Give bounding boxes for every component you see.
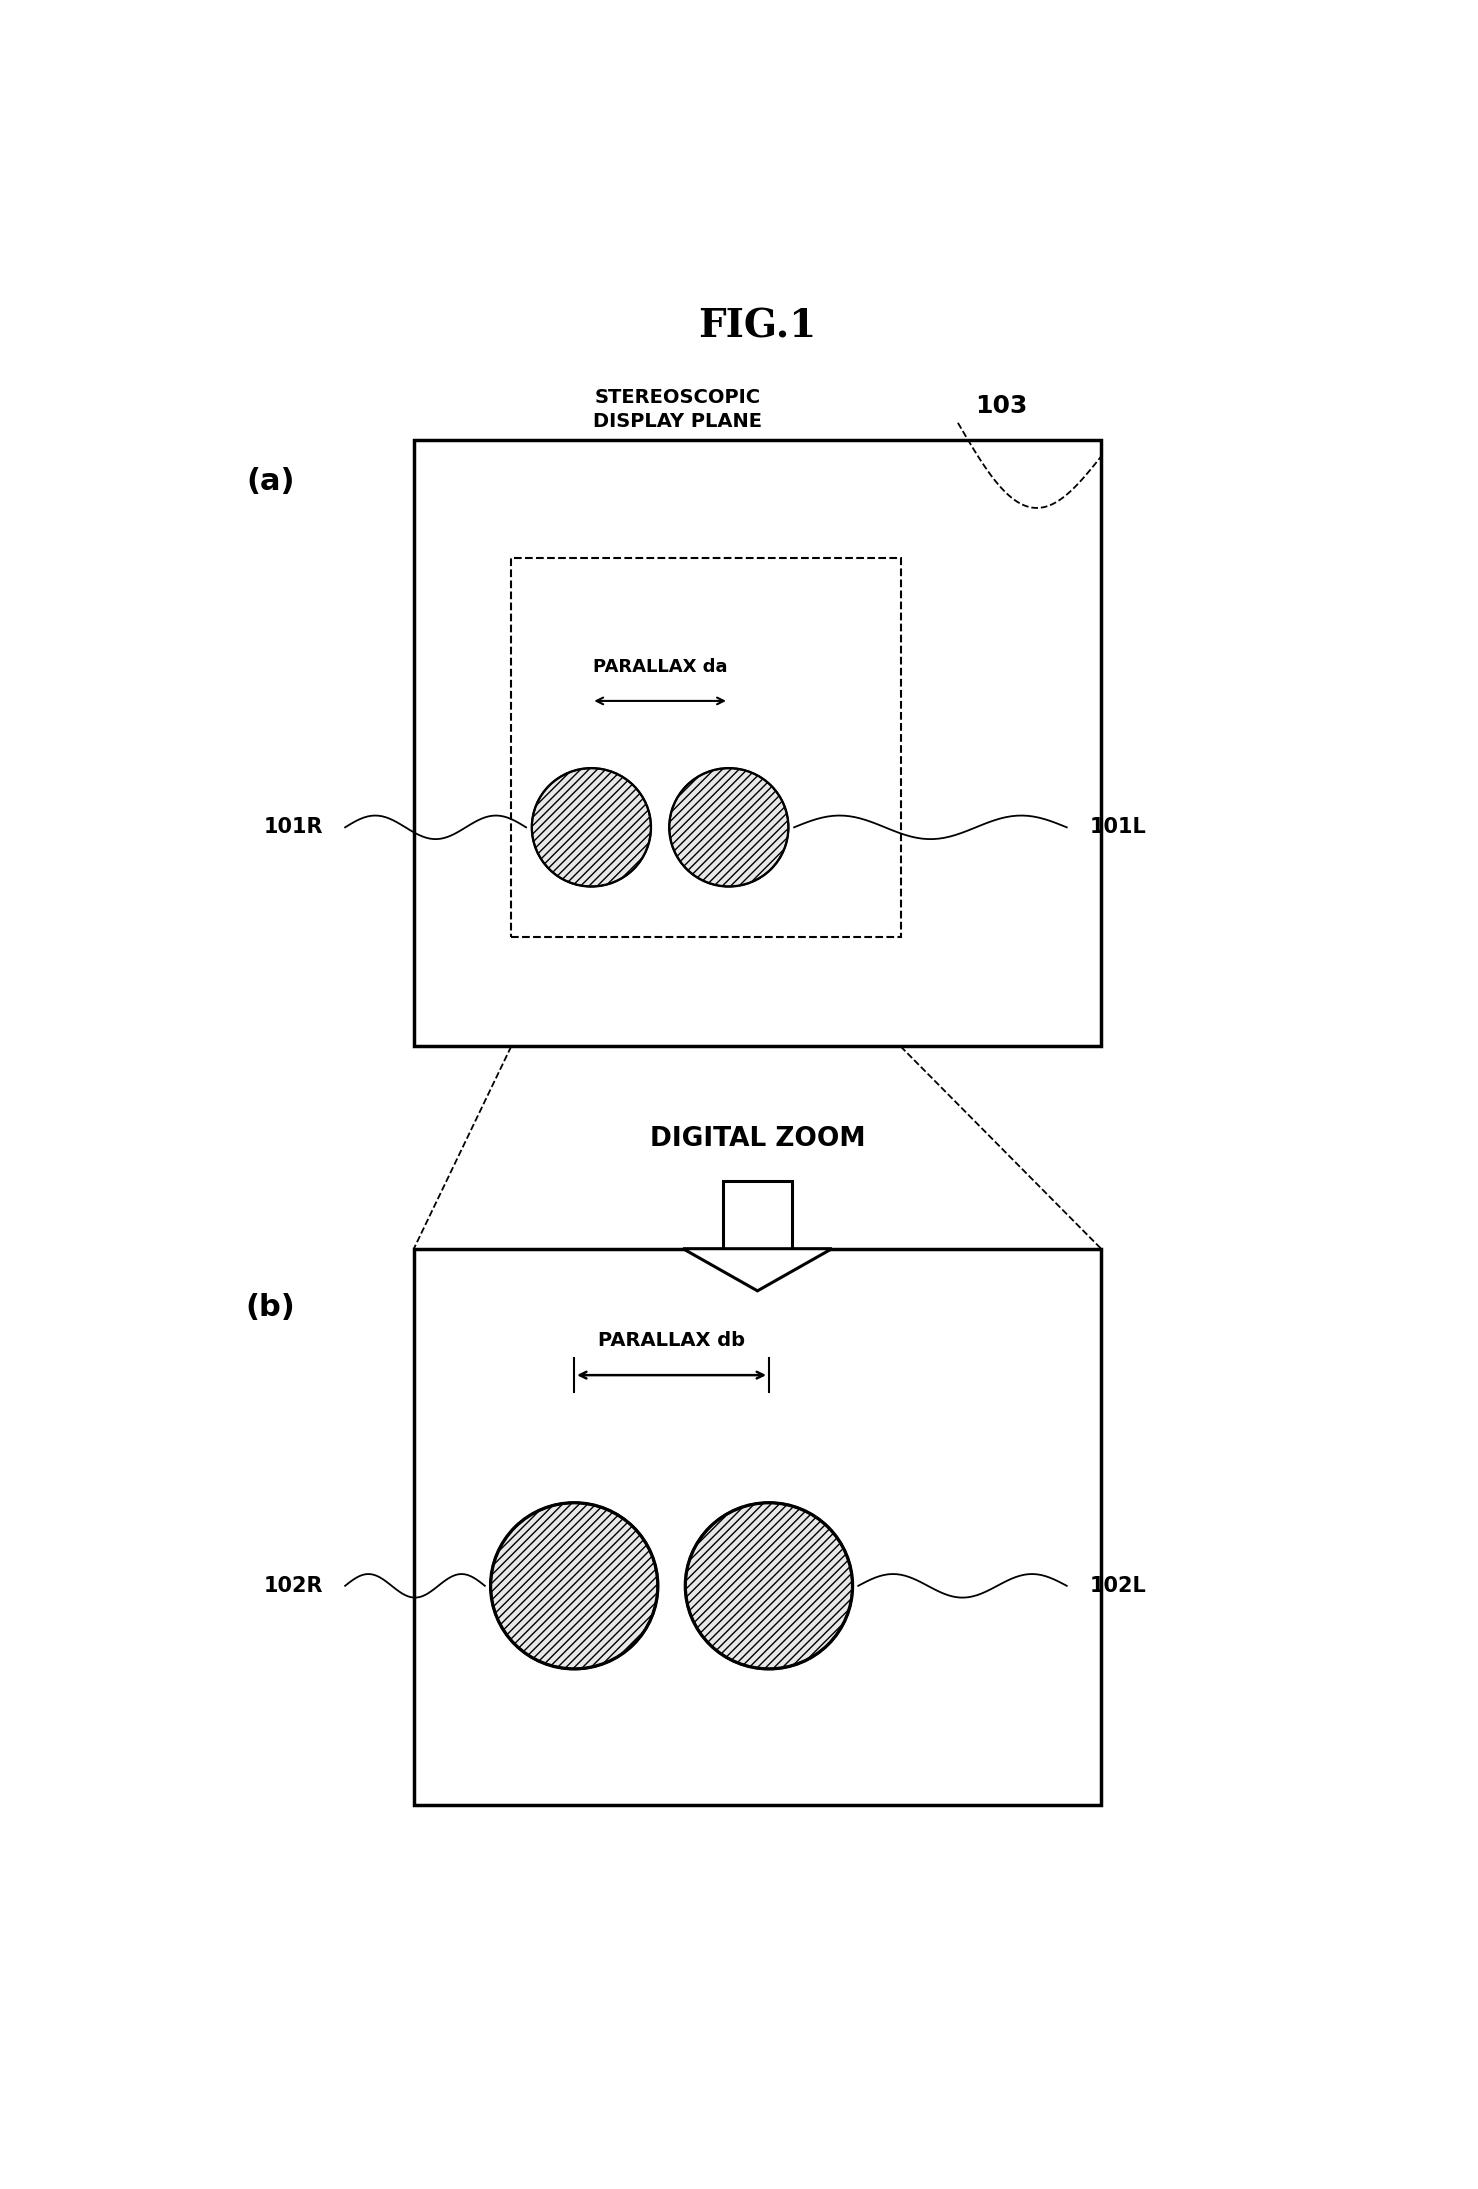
Text: 101R: 101R xyxy=(263,816,324,838)
Text: PARALLAX db: PARALLAX db xyxy=(599,1331,745,1351)
Bar xyxy=(723,1182,792,1248)
Text: STEREOSCOPIC
DISPLAY PLANE: STEREOSCOPIC DISPLAY PLANE xyxy=(593,387,761,431)
Text: 103: 103 xyxy=(975,394,1027,418)
Ellipse shape xyxy=(670,768,788,887)
Text: PARALLAX da: PARALLAX da xyxy=(593,657,727,676)
Text: FIG.1: FIG.1 xyxy=(698,309,817,346)
Text: DIGITAL ZOOM: DIGITAL ZOOM xyxy=(650,1125,865,1151)
Bar xyxy=(414,440,1101,1046)
Ellipse shape xyxy=(686,1502,853,1668)
Text: 102L: 102L xyxy=(1089,1576,1147,1596)
Text: 101L: 101L xyxy=(1089,816,1147,838)
Ellipse shape xyxy=(491,1502,658,1668)
Bar xyxy=(414,1248,1101,1806)
Text: (b): (b) xyxy=(245,1294,296,1322)
Text: (a): (a) xyxy=(247,466,296,497)
Ellipse shape xyxy=(532,768,650,887)
Polygon shape xyxy=(683,1248,832,1292)
Bar xyxy=(511,558,900,937)
Text: 102R: 102R xyxy=(263,1576,324,1596)
